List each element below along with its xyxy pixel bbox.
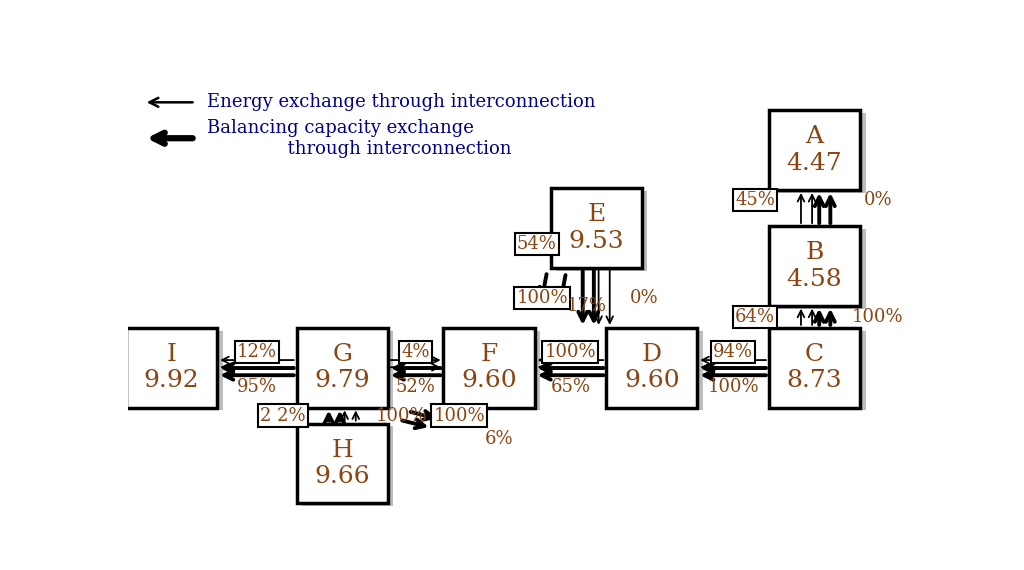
Text: E
9.53: E 9.53 (568, 203, 624, 253)
Text: 100%: 100% (708, 378, 759, 396)
FancyBboxPatch shape (297, 328, 388, 408)
FancyBboxPatch shape (302, 331, 393, 410)
Text: 100%: 100% (433, 406, 485, 425)
Text: 0%: 0% (630, 289, 658, 307)
Text: B
4.58: B 4.58 (786, 241, 843, 291)
FancyBboxPatch shape (774, 113, 865, 193)
Text: 4%: 4% (401, 343, 430, 361)
Text: 94%: 94% (713, 343, 753, 361)
FancyBboxPatch shape (297, 424, 388, 503)
FancyBboxPatch shape (769, 226, 860, 306)
Text: 6%: 6% (484, 430, 513, 449)
FancyBboxPatch shape (769, 328, 860, 408)
Text: 17%: 17% (566, 297, 606, 315)
FancyBboxPatch shape (449, 331, 541, 410)
FancyBboxPatch shape (131, 331, 223, 410)
Text: 64%: 64% (735, 308, 775, 326)
Text: Balancing capacity exchange
              through interconnection: Balancing capacity exchange through inte… (207, 119, 512, 158)
Text: 95%: 95% (237, 378, 276, 396)
Text: 0%: 0% (863, 191, 892, 209)
Text: H
9.66: H 9.66 (314, 438, 370, 488)
Text: 2 2%: 2 2% (260, 406, 305, 425)
Text: Energy exchange through interconnection: Energy exchange through interconnection (207, 93, 596, 111)
Text: F
9.60: F 9.60 (461, 343, 517, 393)
Text: 12%: 12% (237, 343, 276, 361)
FancyBboxPatch shape (302, 426, 393, 506)
FancyBboxPatch shape (769, 110, 860, 190)
Text: 52%: 52% (395, 378, 435, 396)
Text: 65%: 65% (551, 378, 591, 396)
FancyBboxPatch shape (611, 331, 702, 410)
Text: D
9.60: D 9.60 (624, 343, 680, 393)
Text: I
9.92: I 9.92 (143, 343, 200, 393)
Text: 45%: 45% (735, 191, 775, 209)
FancyBboxPatch shape (126, 328, 217, 408)
Text: A
4.47: A 4.47 (786, 125, 843, 175)
Text: G
9.79: G 9.79 (314, 343, 370, 393)
FancyBboxPatch shape (551, 188, 642, 268)
FancyBboxPatch shape (443, 328, 535, 408)
Text: 54%: 54% (517, 235, 557, 253)
Text: 100%: 100% (516, 289, 568, 307)
Text: 100%: 100% (852, 308, 904, 326)
FancyBboxPatch shape (774, 331, 865, 410)
FancyBboxPatch shape (606, 328, 697, 408)
Text: C
8.73: C 8.73 (786, 343, 843, 393)
Text: 100%: 100% (376, 406, 428, 425)
FancyBboxPatch shape (774, 229, 865, 308)
Text: 100%: 100% (545, 343, 596, 361)
FancyBboxPatch shape (556, 191, 647, 271)
